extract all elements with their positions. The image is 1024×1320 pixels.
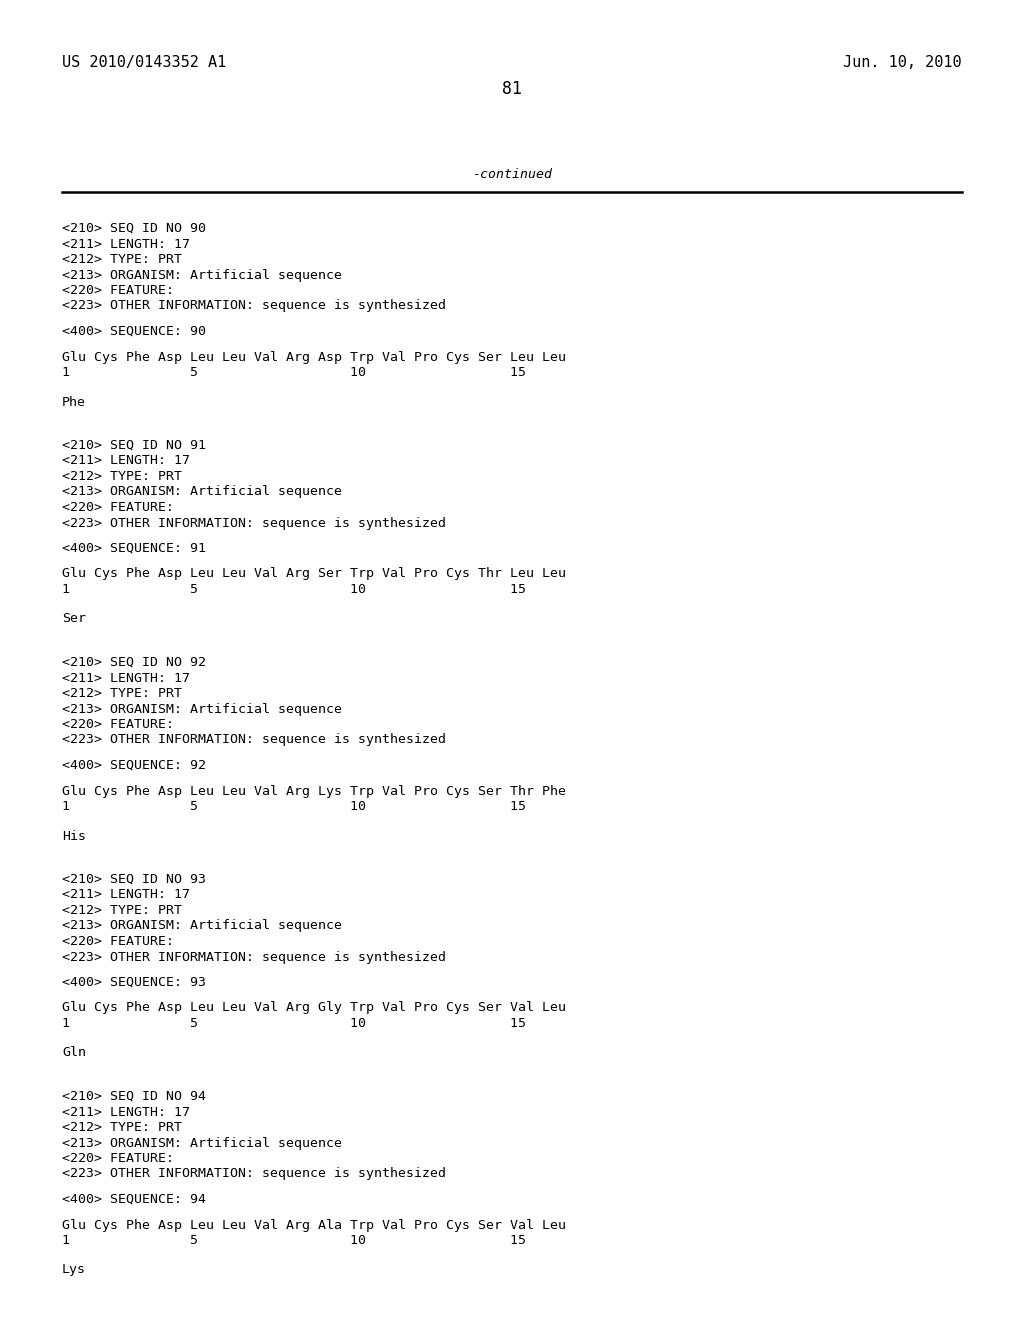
Text: Glu Cys Phe Asp Leu Leu Val Arg Lys Trp Val Pro Cys Ser Thr Phe: Glu Cys Phe Asp Leu Leu Val Arg Lys Trp …	[62, 784, 566, 797]
Text: 1               5                   10                  15: 1 5 10 15	[62, 1234, 526, 1247]
Text: 1               5                   10                  15: 1 5 10 15	[62, 366, 526, 379]
Text: <220> FEATURE:: <220> FEATURE:	[62, 284, 174, 297]
Text: Lys: Lys	[62, 1263, 86, 1276]
Text: His: His	[62, 829, 86, 842]
Text: <223> OTHER INFORMATION: sequence is synthesized: <223> OTHER INFORMATION: sequence is syn…	[62, 950, 446, 964]
Text: <211> LENGTH: 17: <211> LENGTH: 17	[62, 672, 190, 685]
Text: <400> SEQUENCE: 90: <400> SEQUENCE: 90	[62, 325, 206, 338]
Text: Glu Cys Phe Asp Leu Leu Val Arg Gly Trp Val Pro Cys Ser Val Leu: Glu Cys Phe Asp Leu Leu Val Arg Gly Trp …	[62, 1002, 566, 1015]
Text: <210> SEQ ID NO 92: <210> SEQ ID NO 92	[62, 656, 206, 669]
Text: <223> OTHER INFORMATION: sequence is synthesized: <223> OTHER INFORMATION: sequence is syn…	[62, 300, 446, 313]
Text: Phe: Phe	[62, 396, 86, 408]
Text: -continued: -continued	[472, 168, 552, 181]
Text: <213> ORGANISM: Artificial sequence: <213> ORGANISM: Artificial sequence	[62, 702, 342, 715]
Text: 1               5                   10                  15: 1 5 10 15	[62, 800, 526, 813]
Text: Glu Cys Phe Asp Leu Leu Val Arg Ser Trp Val Pro Cys Thr Leu Leu: Glu Cys Phe Asp Leu Leu Val Arg Ser Trp …	[62, 568, 566, 581]
Text: <210> SEQ ID NO 90: <210> SEQ ID NO 90	[62, 222, 206, 235]
Text: <223> OTHER INFORMATION: sequence is synthesized: <223> OTHER INFORMATION: sequence is syn…	[62, 1167, 446, 1180]
Text: <400> SEQUENCE: 93: <400> SEQUENCE: 93	[62, 975, 206, 989]
Text: <400> SEQUENCE: 91: <400> SEQUENCE: 91	[62, 543, 206, 554]
Text: Glu Cys Phe Asp Leu Leu Val Arg Ala Trp Val Pro Cys Ser Val Leu: Glu Cys Phe Asp Leu Leu Val Arg Ala Trp …	[62, 1218, 566, 1232]
Text: <210> SEQ ID NO 91: <210> SEQ ID NO 91	[62, 440, 206, 451]
Text: <210> SEQ ID NO 93: <210> SEQ ID NO 93	[62, 873, 206, 886]
Text: <212> TYPE: PRT: <212> TYPE: PRT	[62, 253, 182, 267]
Text: Gln: Gln	[62, 1047, 86, 1060]
Text: Jun. 10, 2010: Jun. 10, 2010	[844, 55, 962, 70]
Text: <210> SEQ ID NO 94: <210> SEQ ID NO 94	[62, 1090, 206, 1104]
Text: <213> ORGANISM: Artificial sequence: <213> ORGANISM: Artificial sequence	[62, 486, 342, 499]
Text: <400> SEQUENCE: 92: <400> SEQUENCE: 92	[62, 759, 206, 772]
Text: <211> LENGTH: 17: <211> LENGTH: 17	[62, 454, 190, 467]
Text: <400> SEQUENCE: 94: <400> SEQUENCE: 94	[62, 1193, 206, 1206]
Text: 81: 81	[502, 81, 522, 98]
Text: <213> ORGANISM: Artificial sequence: <213> ORGANISM: Artificial sequence	[62, 268, 342, 281]
Text: Glu Cys Phe Asp Leu Leu Val Arg Asp Trp Val Pro Cys Ser Leu Leu: Glu Cys Phe Asp Leu Leu Val Arg Asp Trp …	[62, 351, 566, 363]
Text: 1               5                   10                  15: 1 5 10 15	[62, 583, 526, 597]
Text: <213> ORGANISM: Artificial sequence: <213> ORGANISM: Artificial sequence	[62, 920, 342, 932]
Text: <212> TYPE: PRT: <212> TYPE: PRT	[62, 904, 182, 917]
Text: 1               5                   10                  15: 1 5 10 15	[62, 1016, 526, 1030]
Text: <211> LENGTH: 17: <211> LENGTH: 17	[62, 1106, 190, 1118]
Text: US 2010/0143352 A1: US 2010/0143352 A1	[62, 55, 226, 70]
Text: <223> OTHER INFORMATION: sequence is synthesized: <223> OTHER INFORMATION: sequence is syn…	[62, 734, 446, 747]
Text: <220> FEATURE:: <220> FEATURE:	[62, 718, 174, 731]
Text: <211> LENGTH: 17: <211> LENGTH: 17	[62, 238, 190, 251]
Text: <213> ORGANISM: Artificial sequence: <213> ORGANISM: Artificial sequence	[62, 1137, 342, 1150]
Text: <212> TYPE: PRT: <212> TYPE: PRT	[62, 470, 182, 483]
Text: <211> LENGTH: 17: <211> LENGTH: 17	[62, 888, 190, 902]
Text: Ser: Ser	[62, 612, 86, 626]
Text: <220> FEATURE:: <220> FEATURE:	[62, 502, 174, 513]
Text: <220> FEATURE:: <220> FEATURE:	[62, 935, 174, 948]
Text: <212> TYPE: PRT: <212> TYPE: PRT	[62, 1121, 182, 1134]
Text: <212> TYPE: PRT: <212> TYPE: PRT	[62, 686, 182, 700]
Text: <220> FEATURE:: <220> FEATURE:	[62, 1152, 174, 1166]
Text: <223> OTHER INFORMATION: sequence is synthesized: <223> OTHER INFORMATION: sequence is syn…	[62, 516, 446, 529]
